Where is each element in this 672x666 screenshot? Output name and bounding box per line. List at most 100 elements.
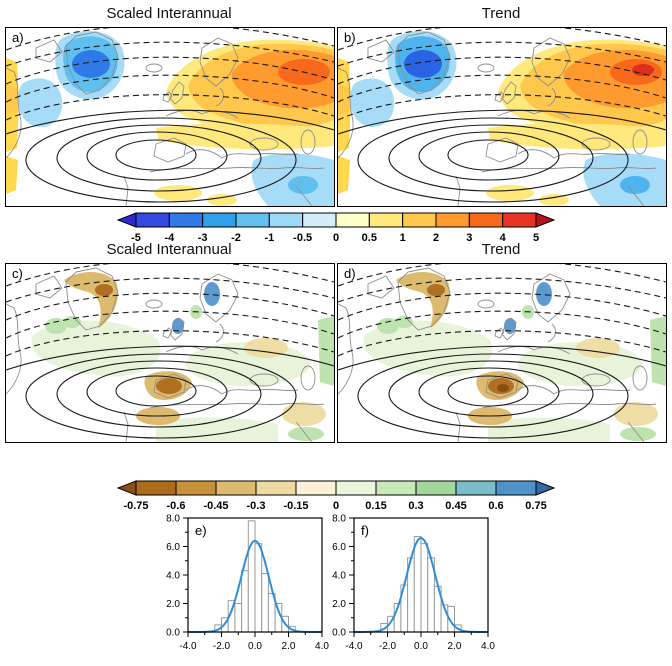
contour-dashed bbox=[338, 94, 666, 121]
hist-bar bbox=[241, 570, 249, 633]
contour-solid bbox=[338, 345, 666, 371]
contour-solid bbox=[357, 353, 629, 439]
coastline bbox=[153, 137, 187, 163]
coastline bbox=[300, 129, 316, 155]
hist-bar bbox=[254, 543, 263, 633]
colorbar-cell bbox=[455, 480, 497, 496]
shading-wet_core bbox=[504, 318, 516, 334]
colorbar-tick-label: -4 bbox=[164, 232, 175, 244]
shading-wet_core bbox=[536, 282, 552, 306]
colorbar-cell bbox=[468, 212, 504, 228]
shading-cold_mid bbox=[620, 176, 650, 194]
shading-warm_light bbox=[488, 123, 666, 150]
coastline bbox=[6, 67, 22, 159]
colorbar-temperature: -5 -4 -3 -2 -1 -0.5 0 0.5 1 2 3 4 5 bbox=[116, 212, 556, 244]
panel-label-b: b) bbox=[344, 30, 356, 45]
coastline bbox=[485, 137, 519, 163]
coastline bbox=[35, 275, 63, 299]
x-tick-label: -2.0 bbox=[213, 641, 231, 652]
panel-label-c: c) bbox=[12, 266, 23, 281]
coastline bbox=[249, 137, 279, 151]
row2-left-title: Scaled Interannual bbox=[106, 241, 232, 258]
shading-edge_warm bbox=[6, 156, 18, 194]
colorbar-cell bbox=[168, 212, 204, 228]
shading-warm_light bbox=[154, 185, 202, 201]
shading-cold_core bbox=[72, 50, 110, 78]
map-panel-a: a) bbox=[5, 27, 335, 207]
contour-solid bbox=[6, 109, 334, 135]
row1-left-title: Scaled Interannual bbox=[106, 5, 232, 22]
coastline bbox=[501, 317, 517, 341]
x-tick-label: 4.0 bbox=[481, 641, 495, 652]
map-panel-d: d) bbox=[337, 263, 667, 443]
colorbar-tick-label: 0.5 bbox=[362, 232, 377, 244]
coastline bbox=[215, 87, 224, 107]
shading-wet_mid bbox=[650, 316, 666, 386]
shading-dry_core bbox=[427, 284, 445, 296]
colorbar-cell bbox=[415, 480, 457, 496]
panel-label-d: d) bbox=[344, 266, 356, 281]
coastline bbox=[185, 149, 299, 159]
colorbar-tick-label: 0.75 bbox=[525, 500, 546, 512]
colorbar-left-arrow bbox=[116, 212, 137, 228]
coastline bbox=[338, 303, 354, 395]
shading-wet_mid bbox=[45, 318, 67, 334]
coastline bbox=[65, 31, 119, 95]
coastline bbox=[162, 91, 173, 103]
coastline bbox=[149, 166, 325, 173]
contour-solid bbox=[25, 353, 297, 439]
coastline bbox=[123, 175, 129, 206]
coastline bbox=[165, 345, 239, 355]
coastline bbox=[497, 345, 571, 355]
colorbar-tick-label: 0.15 bbox=[365, 500, 386, 512]
shading-cold_light bbox=[349, 78, 395, 128]
coastline bbox=[481, 166, 657, 173]
colorbar-tick-label: -0.3 bbox=[247, 500, 266, 512]
colorbar-cell bbox=[495, 480, 537, 496]
colorbar-tick-label: 0.6 bbox=[488, 500, 503, 512]
colorbar-tick-label: 0.3 bbox=[408, 500, 423, 512]
colorbar-cell bbox=[502, 212, 537, 228]
shading-warm_light bbox=[539, 194, 569, 206]
contour-dashed bbox=[6, 28, 334, 51]
shading-cold_mid bbox=[288, 176, 318, 194]
panel-label-e: e) bbox=[195, 523, 207, 538]
colorbar-right-arrow bbox=[535, 212, 556, 228]
y-tick-label: 8.0 bbox=[166, 514, 180, 525]
shading-cold_core bbox=[404, 50, 442, 78]
coastline bbox=[517, 385, 631, 395]
shading-dry_light bbox=[576, 338, 620, 358]
shading-dry_core bbox=[95, 284, 113, 296]
contour-dashed bbox=[6, 310, 334, 339]
coastline bbox=[295, 185, 313, 206]
coastline bbox=[145, 299, 163, 309]
coastline bbox=[123, 411, 129, 442]
contour-solid bbox=[115, 375, 197, 407]
contour-solid bbox=[418, 367, 560, 417]
colorbar-tick-label: -0.45 bbox=[203, 500, 228, 512]
contour-solid bbox=[388, 124, 594, 192]
coastline bbox=[632, 129, 648, 155]
y-tick-label: 0.0 bbox=[166, 628, 180, 639]
colorbar-tick-label: -2 bbox=[231, 232, 241, 244]
coastline bbox=[494, 327, 505, 339]
colorbar-cell bbox=[175, 480, 217, 496]
contour-solid bbox=[56, 360, 262, 428]
shading-dry_light bbox=[282, 402, 326, 426]
colorbar-tick-label: 0 bbox=[333, 232, 339, 244]
contour-dashed bbox=[338, 74, 666, 103]
colorbar-cell bbox=[435, 212, 470, 228]
coastline bbox=[531, 273, 571, 323]
coastline bbox=[199, 37, 239, 87]
histogram-svg-e: -4.0 -2.0 0.0 2.0 4.0 0.0 2.0 4.0 6.0 8.0 bbox=[166, 514, 329, 653]
shading-dry_light bbox=[614, 402, 658, 426]
contour-dashed bbox=[338, 277, 666, 303]
colorbar-tick-label: 5 bbox=[533, 232, 539, 244]
colorbar-cell bbox=[215, 480, 257, 496]
shading-wet_mid bbox=[377, 318, 399, 334]
coastline bbox=[153, 373, 187, 399]
contour-dashed bbox=[338, 264, 666, 287]
coastline bbox=[517, 149, 631, 159]
x-tick-label: -2.0 bbox=[379, 641, 397, 652]
coastline bbox=[581, 137, 611, 151]
